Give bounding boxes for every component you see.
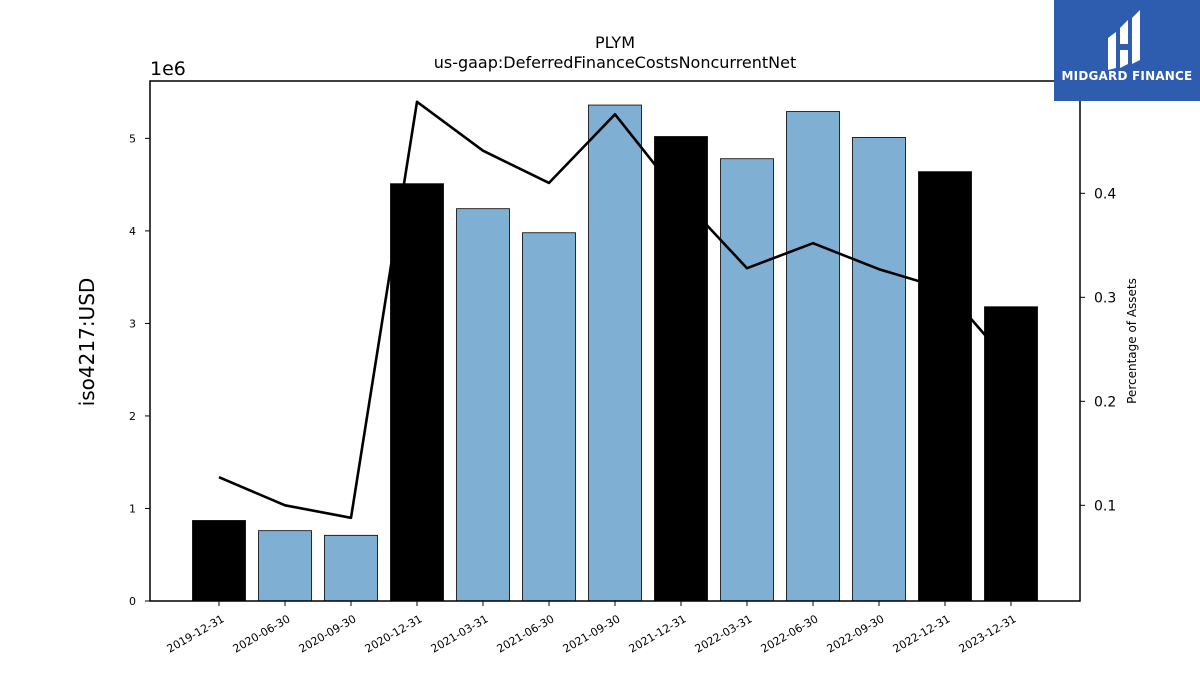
y-axis-ticks: 0 1 2 3 4 5 [129, 132, 150, 608]
midgard-finance-logo: MIDGARD FINANCE [1054, 0, 1200, 101]
bar-2023-12-31 [984, 306, 1038, 602]
bar-2021-06-30 [522, 232, 576, 602]
chart-title: PLYM [595, 33, 635, 52]
chart-subtitle: us-gaap:DeferredFinanceCostsNoncurrentNe… [434, 53, 797, 72]
bar-2020-06-30 [258, 530, 312, 602]
y-tick-label: 1 [129, 502, 136, 515]
bar-2022-03-31 [720, 158, 774, 602]
percentage-of-assets-line [218, 100, 1012, 520]
logo-mark-icon [1108, 10, 1140, 70]
y-tick-label: 5 [129, 132, 136, 145]
x-tick-label: 2022-06-30 [759, 612, 821, 655]
y2-axis-label: Percentage of Assets [1125, 278, 1139, 404]
x-tick-label: 2019-12-31 [165, 612, 227, 655]
x-tick-label: 2021-09-30 [561, 612, 623, 655]
x-tick-label: 2021-06-30 [495, 612, 557, 655]
x-tick-label: 2022-12-31 [891, 612, 953, 655]
y-axis-label: iso4217:USD [75, 278, 99, 407]
y-tick-label: 2 [129, 410, 136, 423]
y2-tick-label: 0.4 [1094, 186, 1116, 202]
bar-2022-12-31 [918, 171, 972, 602]
bar-2019-12-31 [192, 520, 246, 602]
y2-tick-label: 0.3 [1094, 290, 1116, 306]
bar-2021-12-31 [654, 136, 708, 602]
bar-2021-09-30 [588, 104, 642, 602]
line-layer [218, 100, 1012, 520]
bar-2020-09-30 [324, 534, 378, 602]
bar-2022-09-30 [852, 137, 906, 602]
x-tick-label: 2021-12-31 [627, 612, 689, 655]
y2-axis-ticks: 0.1 0.2 0.3 0.4 [1080, 186, 1116, 514]
y2-tick-label: 0.1 [1094, 498, 1116, 514]
x-tick-label: 2023-12-31 [957, 612, 1019, 655]
x-tick-label: 2020-06-30 [231, 612, 293, 655]
y-tick-label: 3 [129, 317, 136, 330]
x-tick-label: 2022-09-30 [825, 612, 887, 655]
x-tick-label: 2020-12-31 [363, 612, 425, 655]
y2-tick-label: 0.2 [1094, 394, 1116, 410]
y-offset-text: 1e6 [150, 58, 186, 80]
x-tick-label: 2021-03-31 [429, 612, 491, 655]
x-axis-ticks: 2019-12-31 2020-06-30 2020-09-30 2020-12-31… [165, 601, 1019, 656]
bar-2022-06-30 [786, 111, 840, 602]
bar-2020-12-31 [390, 183, 444, 602]
logo-text: MIDGARD FINANCE [1061, 69, 1193, 83]
bars-layer [192, 104, 1038, 602]
x-tick-label: 2022-03-31 [693, 612, 755, 655]
y-tick-label: 0 [129, 595, 136, 608]
x-tick-label: 2020-09-30 [297, 612, 359, 655]
bar-2021-03-31 [456, 208, 510, 602]
y-tick-label: 4 [129, 225, 136, 238]
